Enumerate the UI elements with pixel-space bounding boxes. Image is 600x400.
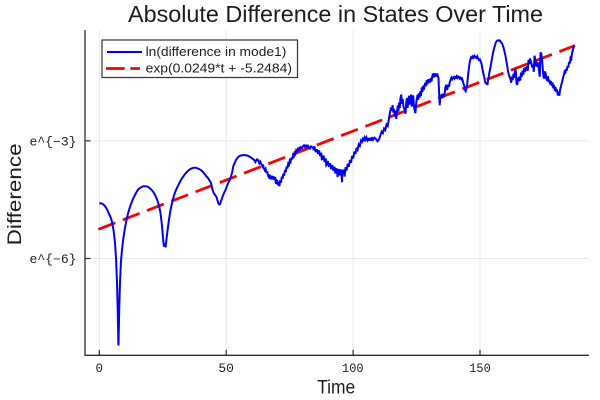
svg-text:e^{−6}: e^{−6}: [30, 253, 77, 267]
svg-text:0: 0: [96, 362, 104, 376]
svg-text:50: 50: [218, 362, 234, 376]
svg-text:exp(0.0249*t + -5.2484): exp(0.0249*t + -5.2484): [146, 61, 292, 76]
svg-text:100: 100: [342, 362, 364, 376]
svg-text:ln(difference in mode1): ln(difference in mode1): [146, 44, 287, 59]
svg-text:e^{−3}: e^{−3}: [30, 135, 77, 149]
svg-text:150: 150: [469, 362, 491, 376]
svg-text:Absolute Difference in States: Absolute Difference in States Over Time: [128, 1, 543, 27]
svg-text:Time: Time: [317, 377, 355, 399]
svg-text:Difference: Difference: [4, 143, 26, 245]
